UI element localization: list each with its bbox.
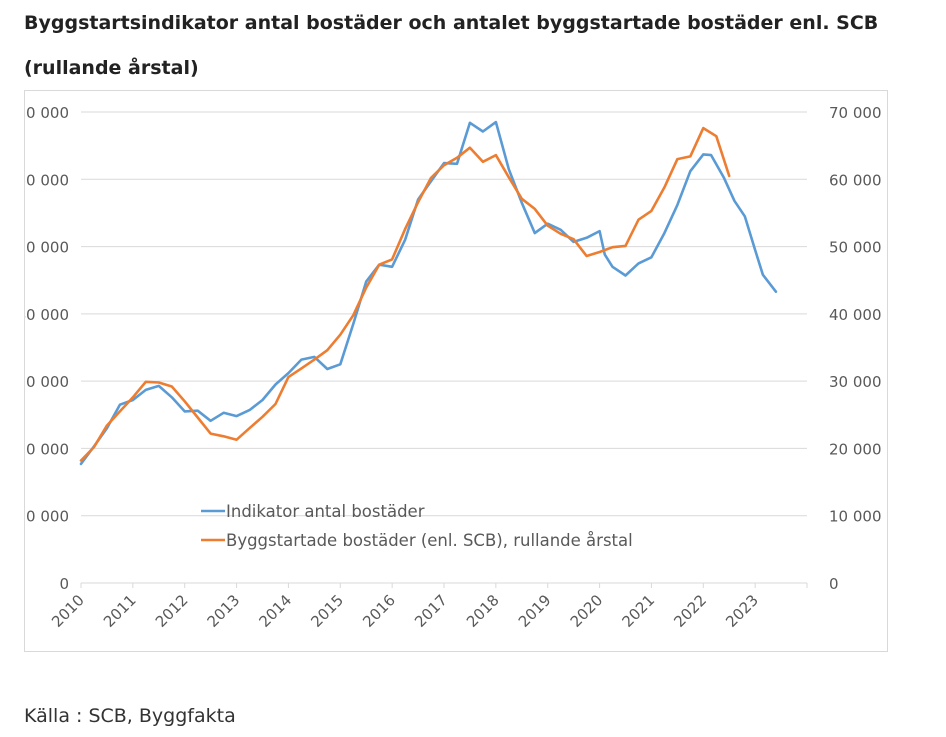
- x-tick-label: 2015: [307, 591, 347, 631]
- legend-label-scb: Byggstartade bostäder (enl. SCB), rullan…: [226, 531, 633, 550]
- y-tick-label-right: 60 000: [829, 171, 882, 189]
- y-tick-label-right: 50 000: [829, 239, 882, 257]
- source-note: Källa : SCB, Byggfakta: [24, 705, 236, 727]
- y-tick-label-right: 0: [829, 575, 839, 593]
- legend-label-indicator: Indikator antal bostäder: [226, 502, 425, 521]
- y-tick-label-left: 10 000: [25, 508, 69, 526]
- series-line-scb: [79, 126, 731, 462]
- x-tick-label: 2019: [515, 591, 555, 631]
- y-tick-label-right: 40 000: [829, 306, 882, 324]
- y-tick-label-left: 40 000: [25, 306, 69, 324]
- line-chart: 0 0 10 000 10 000 20 000 20 000 30 000 30 000 40…: [17, 104, 882, 631]
- y-tick-label-right: 20 000: [829, 440, 882, 458]
- x-tick-label: 2012: [152, 591, 192, 631]
- x-tick-label: 2014: [256, 591, 296, 631]
- chart-title-line-1: Byggstartsindikator antal bostäder och a…: [24, 12, 879, 34]
- series-line-indicator: [79, 120, 778, 466]
- x-tick-label: 2011: [100, 591, 140, 631]
- x-tick-label: 2023: [722, 591, 762, 631]
- x-tick-label: 2021: [619, 591, 659, 631]
- x-tick-label: 2016: [359, 591, 399, 631]
- x-tick-label: 2020: [567, 591, 607, 631]
- y-tick-label-left: 70 000: [25, 104, 69, 122]
- y-tick-label-left: 50 000: [25, 239, 69, 257]
- y-tick-label-left: 30 000: [25, 373, 69, 391]
- y-tick-label-left: 0: [59, 575, 69, 593]
- y-tick-label-right: 70 000: [829, 104, 882, 122]
- y-tick-label-left: 20 000: [25, 440, 69, 458]
- x-tick-label: 2010: [48, 591, 88, 631]
- y-tick-label-right: 10 000: [829, 508, 882, 526]
- chart-frame: 0 0 10 000 10 000 20 000 20 000 30 000 30 000 40…: [17, 90, 888, 652]
- chart-title-line-2: (rullande årstal): [24, 57, 199, 79]
- x-tick-label: 2013: [204, 591, 244, 631]
- x-tick-label: 2022: [670, 591, 710, 631]
- y-tick-label-right: 30 000: [829, 373, 882, 391]
- x-tick-label: 2018: [463, 591, 503, 631]
- x-tick-label: 2017: [411, 591, 451, 631]
- y-tick-label-left: 60 000: [25, 171, 69, 189]
